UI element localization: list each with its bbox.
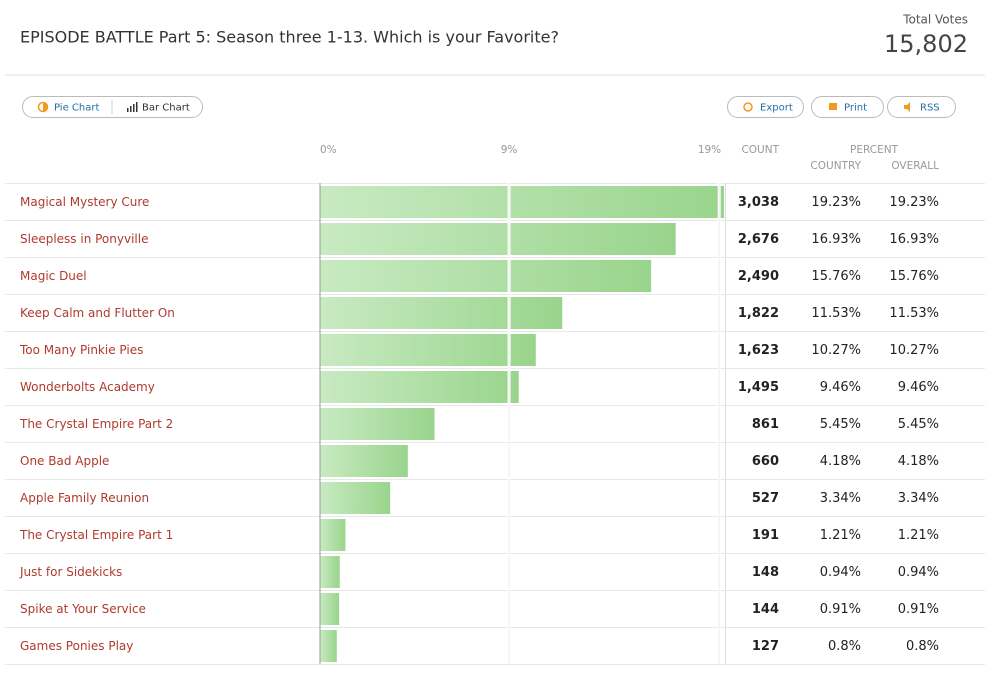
bar xyxy=(320,297,563,329)
country-percent: 11.53% xyxy=(811,306,861,321)
episode-name: Just for Sidekicks xyxy=(19,565,122,579)
country-percent: 9.46% xyxy=(820,380,861,395)
count-header: COUNT xyxy=(741,144,779,156)
x-tick-label: 0% xyxy=(320,144,337,156)
country-percent: 5.45% xyxy=(820,417,861,432)
country-percent: 19.23% xyxy=(811,195,861,210)
country-header: COUNTRY xyxy=(810,160,861,172)
episode-name: The Crystal Empire Part 1 xyxy=(19,528,173,542)
episode-name: Keep Calm and Flutter On xyxy=(20,306,175,320)
vote-count: 527 xyxy=(752,491,779,506)
country-percent: 3.34% xyxy=(820,491,861,506)
overall-percent: 10.27% xyxy=(889,343,939,358)
episode-name: The Crystal Empire Part 2 xyxy=(19,417,173,431)
country-percent: 10.27% xyxy=(811,343,861,358)
bar xyxy=(320,593,340,625)
overall-percent: 11.53% xyxy=(889,306,939,321)
overall-percent: 4.18% xyxy=(898,454,939,469)
country-percent: 0.91% xyxy=(820,602,861,617)
vote-count: 191 xyxy=(752,528,779,543)
episode-name: Games Ponies Play xyxy=(20,639,133,653)
vote-count: 127 xyxy=(752,639,779,654)
overall-percent: 0.94% xyxy=(898,565,939,580)
episode-name: Wonderbolts Academy xyxy=(20,380,155,394)
poll-title: EPISODE BATTLE Part 5: Season three 1-13… xyxy=(20,28,559,47)
vote-count: 3,038 xyxy=(738,195,779,210)
overall-percent: 16.93% xyxy=(889,232,939,247)
bar xyxy=(320,334,536,366)
export-icon xyxy=(743,102,753,112)
export-pill[interactable] xyxy=(727,96,804,118)
episode-name: Spike at Your Service xyxy=(20,602,146,616)
x-tick-label: 9% xyxy=(501,144,518,156)
episode-name: Too Many Pinkie Pies xyxy=(19,343,143,357)
total-votes: 15,802 xyxy=(884,30,968,58)
episode-name: Sleepless in Ponyville xyxy=(20,232,148,246)
bar xyxy=(320,630,337,662)
pie-chart-button[interactable]: Pie Chart xyxy=(54,103,99,114)
vote-count: 861 xyxy=(752,417,779,432)
percent-header: PERCENT xyxy=(850,144,899,156)
print-icon xyxy=(829,103,837,110)
bar-icon xyxy=(127,102,138,112)
overall-percent: 15.76% xyxy=(889,269,939,284)
overall-percent: 19.23% xyxy=(889,195,939,210)
episode-name: Magical Mystery Cure xyxy=(20,195,149,209)
pie-icon-fill xyxy=(43,102,48,112)
episode-name: One Bad Apple xyxy=(20,454,109,468)
vote-count: 1,822 xyxy=(738,306,779,321)
overall-header: OVERALL xyxy=(891,160,939,172)
vote-count: 148 xyxy=(752,565,779,580)
vote-count: 144 xyxy=(752,602,779,617)
country-percent: 15.76% xyxy=(811,269,861,284)
vote-count: 1,623 xyxy=(738,343,779,358)
rss-button[interactable]: RSS xyxy=(920,103,940,114)
country-percent: 4.18% xyxy=(820,454,861,469)
bar xyxy=(320,556,340,588)
print-button[interactable]: Print xyxy=(844,103,867,114)
vote-count: 660 xyxy=(752,454,779,469)
overall-percent: 0.91% xyxy=(898,602,939,617)
overall-percent: 1.21% xyxy=(898,528,939,543)
bar-chart-button[interactable]: Bar Chart xyxy=(142,103,190,114)
vote-count: 1,495 xyxy=(738,380,779,395)
bar xyxy=(320,519,346,551)
overall-percent: 5.45% xyxy=(898,417,939,432)
total-votes-label: Total Votes xyxy=(902,13,968,27)
vote-count: 2,676 xyxy=(738,232,779,247)
country-percent: 1.21% xyxy=(820,528,861,543)
overall-percent: 0.8% xyxy=(906,639,939,654)
episode-name: Magic Duel xyxy=(20,269,87,283)
bar xyxy=(320,223,676,255)
episode-name: Apple Family Reunion xyxy=(20,491,149,505)
bar xyxy=(320,445,408,477)
export-button[interactable]: Export xyxy=(760,103,793,114)
bar xyxy=(320,186,724,218)
overall-percent: 3.34% xyxy=(898,491,939,506)
bar xyxy=(320,371,519,403)
vote-count: 2,490 xyxy=(738,269,779,284)
rss-icon xyxy=(904,102,910,112)
overall-percent: 9.46% xyxy=(898,380,939,395)
x-tick-label: 19% xyxy=(698,144,721,156)
bar xyxy=(320,260,652,292)
country-percent: 0.8% xyxy=(828,639,861,654)
bar xyxy=(320,482,391,514)
rss-pill[interactable] xyxy=(887,96,956,118)
country-percent: 16.93% xyxy=(811,232,861,247)
print-pill[interactable] xyxy=(811,96,884,118)
country-percent: 0.94% xyxy=(820,565,861,580)
bar xyxy=(320,408,435,440)
